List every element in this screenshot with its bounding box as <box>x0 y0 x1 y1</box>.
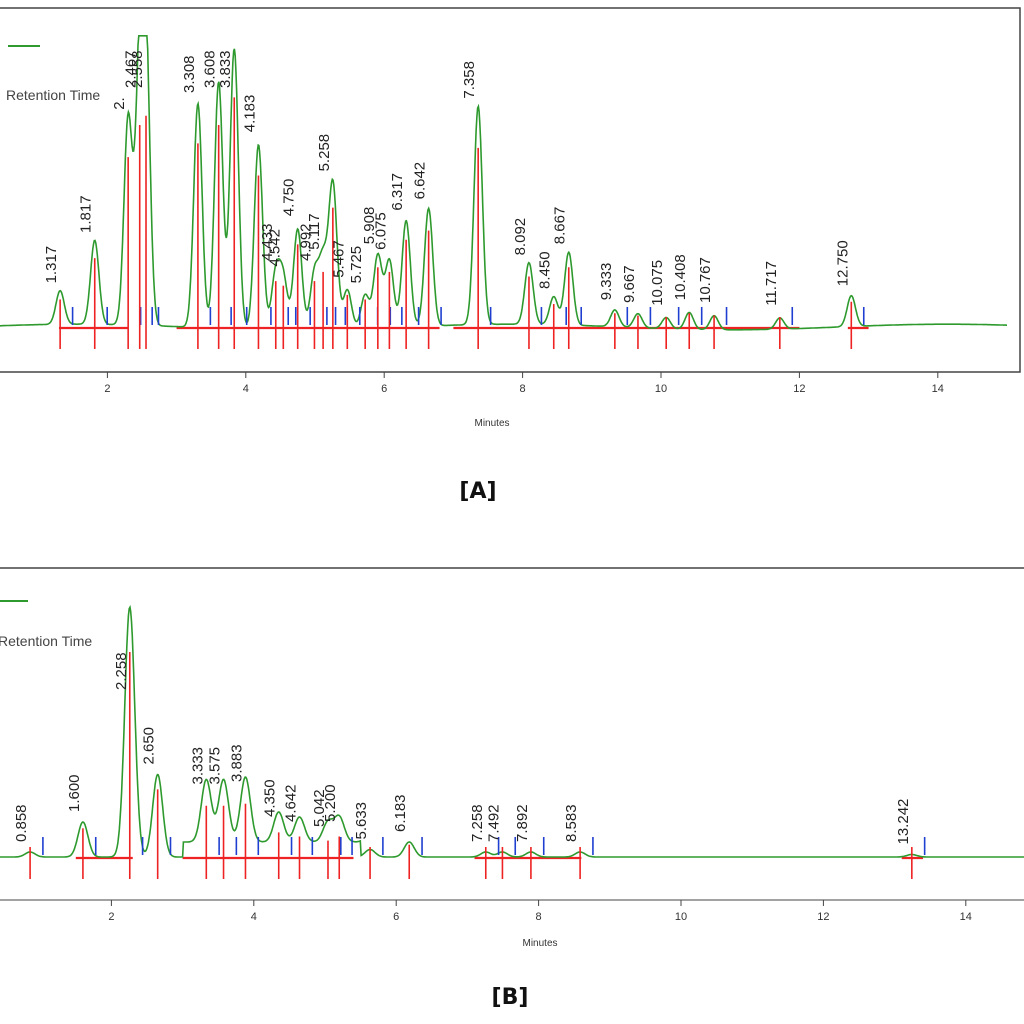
panel-b-caption: [B] <box>492 985 529 1010</box>
peak-label: 5.117 <box>306 213 323 249</box>
peak-label: 7.358 <box>461 61 478 99</box>
panel-b-peak-markers <box>29 652 926 879</box>
peak-label: 12.750 <box>834 240 851 286</box>
panel-a-x-axis-title: Minutes <box>474 418 509 429</box>
peak-label: 2.558 <box>129 50 146 88</box>
x-tick-label: 10 <box>675 911 687 923</box>
peak-label: 4.350 <box>262 779 279 817</box>
peak-label: 2.650 <box>141 727 158 765</box>
panel-a-caption: [A] <box>459 479 496 504</box>
panel-a-frame <box>0 7 1021 373</box>
peak-label: 2.467 <box>123 50 140 88</box>
peak-label: 8.450 <box>537 251 554 289</box>
peak-label: 3.608 <box>202 50 219 88</box>
peak-label: 2.258 <box>113 652 130 690</box>
peak-label: 4.433 <box>259 223 276 261</box>
peak-label: 6.642 <box>412 162 429 200</box>
peak-label: 9.667 <box>621 265 638 303</box>
peak-label: 8.092 <box>512 218 529 256</box>
panel-a-chromatogram-trace <box>0 35 1007 331</box>
x-tick-label: 14 <box>960 911 972 923</box>
peak-label: 4.542 <box>266 229 283 267</box>
peak-label: 5.633 <box>353 802 370 840</box>
panel-a: Retention Time 2 4 6 8 10 12 14 1.3171.8172.2.… <box>0 7 1021 504</box>
peak-label: 5.725 <box>348 246 365 284</box>
peak-label: 1.317 <box>43 246 60 284</box>
peak-label: 10.075 <box>649 260 666 306</box>
x-tick-label: 4 <box>243 383 249 395</box>
peak-label: 6.183 <box>392 794 409 832</box>
peak-label: 13.242 <box>895 799 912 845</box>
peak-label: 5.200 <box>322 784 339 822</box>
peak-label: 3.575 <box>207 747 224 785</box>
panel-b-x-ticks: 2 4 6 8 10 12 14 <box>108 900 972 923</box>
x-tick-label: 10 <box>655 383 667 395</box>
peak-label: 3.333 <box>189 747 206 785</box>
peak-label: 5.467 <box>330 240 347 278</box>
peak-label: 9.333 <box>598 263 615 301</box>
peak-label: 7.258 <box>469 804 486 842</box>
x-tick-label: 14 <box>932 383 944 395</box>
peak-label: 6.075 <box>372 212 389 250</box>
panel-b-legend-label: Retention Time <box>0 633 92 649</box>
peak-label: 1.817 <box>78 195 95 233</box>
panel-b-peak-labels: 0.858 1.600 2.258 2.650 3.333 3.575 3.883 4.350… <box>13 652 912 844</box>
panel-b-x-axis-title: Minutes <box>522 938 557 949</box>
panel-a-x-ticks: 2 4 6 8 10 12 14 <box>104 372 944 395</box>
peak-label: 8.583 <box>563 804 580 842</box>
x-tick-label: 12 <box>817 911 829 923</box>
panel-a-peak-markers <box>59 97 865 349</box>
peak-label: 5.042 <box>311 789 328 827</box>
peak-label: 5.908 <box>361 207 378 245</box>
peak-label: 2. <box>111 97 128 110</box>
x-tick-label: 6 <box>381 383 387 395</box>
x-tick-label: 12 <box>793 383 805 395</box>
peak-label: 10.767 <box>697 257 714 303</box>
peak-label: 4.642 <box>283 784 300 822</box>
panel-b: Retention Time 2 4 6 8 10 12 14 0.858 1.600 2.25… <box>0 567 1024 1010</box>
x-tick-label: 2 <box>104 383 110 395</box>
peak-label: 7.892 <box>514 804 531 842</box>
peak-label: 5.258 <box>316 134 333 172</box>
panel-a-legend-label: Retention Time <box>6 87 100 103</box>
peak-label: 3.883 <box>228 744 245 782</box>
peak-label: 1.600 <box>66 774 83 812</box>
peak-label: 6.317 <box>389 173 406 211</box>
x-tick-label: 4 <box>251 911 257 923</box>
peak-label: 7.492 <box>485 804 502 842</box>
peak-label: 3.833 <box>217 50 234 88</box>
peak-label: 4.992 <box>297 223 314 261</box>
peak-label: 4.750 <box>281 179 298 217</box>
x-tick-label: 8 <box>536 911 542 923</box>
x-tick-label: 8 <box>520 383 526 395</box>
peak-label: 3.308 <box>181 55 198 93</box>
peak-label: 4.183 <box>241 95 258 133</box>
peak-label: 11.717 <box>763 261 780 306</box>
x-tick-label: 6 <box>393 911 399 923</box>
peak-label: 0.858 <box>13 804 30 842</box>
x-tick-label: 2 <box>108 911 114 923</box>
peak-label: 10.408 <box>672 254 689 300</box>
peak-label: 8.667 <box>552 207 569 245</box>
